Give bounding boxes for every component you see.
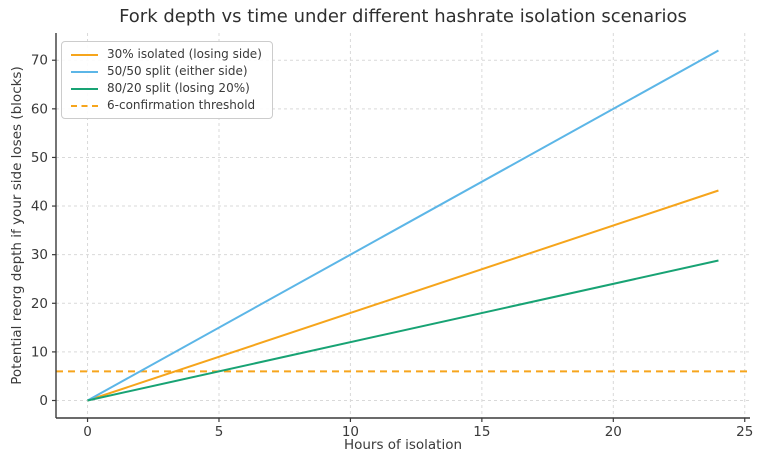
legend-entry-label: 6-confirmation threshold — [107, 98, 256, 112]
legend-entry-label: 50/50 split (either side) — [107, 64, 248, 78]
y-tick-label: 40 — [31, 199, 48, 215]
series-line-0 — [87, 189, 719, 402]
y-tick-label: 10 — [31, 344, 48, 360]
legend: 30% isolated (losing side) 50/50 split (e… — [61, 41, 273, 119]
legend-entry-label: 80/20 split (losing 20%) — [107, 81, 250, 95]
chart-title: Fork depth vs time under different hashr… — [119, 6, 687, 27]
y-tick-label: 50 — [31, 150, 48, 166]
y-tick-label: 0 — [39, 393, 48, 409]
y-tick-label: 20 — [31, 296, 48, 312]
legend-entry-label: 30% isolated (losing side) — [107, 47, 262, 61]
x-axis-label: Hours of isolation — [343, 437, 463, 453]
x-tick-label: 15 — [473, 424, 490, 440]
x-tick-label: 5 — [215, 424, 224, 440]
x-tick-label: 25 — [736, 424, 753, 440]
y-tick-label: 30 — [31, 247, 48, 263]
legend-line-sample — [71, 53, 98, 56]
series-line-1 — [87, 49, 719, 402]
legend-entry: 6-confirmation threshold — [71, 98, 262, 113]
legend-line-sample — [71, 87, 98, 90]
y-tick-label: 60 — [31, 101, 48, 117]
legend-entry: 80/20 split (losing 20%) — [71, 81, 262, 96]
x-tick-label: 10 — [342, 424, 359, 440]
y-tick-label: 70 — [31, 53, 48, 69]
x-tick-label: 20 — [605, 424, 622, 440]
legend-line-sample — [71, 104, 98, 107]
series-line-2 — [87, 259, 719, 402]
x-tick-label: 0 — [83, 424, 92, 440]
legend-entry: 30% isolated (losing side) — [71, 47, 262, 62]
legend-entry: 50/50 split (either side) — [71, 64, 262, 79]
legend-line-sample — [71, 70, 98, 73]
